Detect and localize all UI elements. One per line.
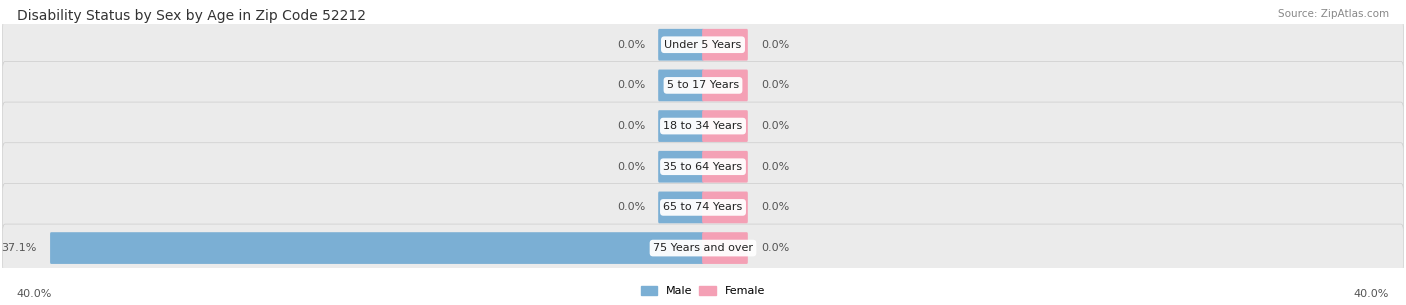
Text: 40.0%: 40.0% — [1354, 289, 1389, 299]
Text: 75 Years and over: 75 Years and over — [652, 243, 754, 253]
FancyBboxPatch shape — [702, 192, 748, 223]
FancyBboxPatch shape — [702, 70, 748, 101]
Text: 0.0%: 0.0% — [617, 162, 645, 172]
Text: 0.0%: 0.0% — [761, 121, 789, 131]
Text: 5 to 17 Years: 5 to 17 Years — [666, 81, 740, 90]
Text: 18 to 34 Years: 18 to 34 Years — [664, 121, 742, 131]
Text: 0.0%: 0.0% — [761, 203, 789, 212]
FancyBboxPatch shape — [658, 110, 704, 142]
Text: 40.0%: 40.0% — [17, 289, 52, 299]
Text: 0.0%: 0.0% — [761, 81, 789, 90]
Text: Under 5 Years: Under 5 Years — [665, 40, 741, 50]
FancyBboxPatch shape — [3, 102, 1403, 150]
FancyBboxPatch shape — [702, 29, 748, 61]
FancyBboxPatch shape — [702, 232, 748, 264]
Text: Disability Status by Sex by Age in Zip Code 52212: Disability Status by Sex by Age in Zip C… — [17, 9, 366, 23]
Text: 0.0%: 0.0% — [617, 81, 645, 90]
FancyBboxPatch shape — [3, 183, 1403, 231]
FancyBboxPatch shape — [51, 232, 704, 264]
Text: 0.0%: 0.0% — [617, 40, 645, 50]
FancyBboxPatch shape — [702, 151, 748, 183]
FancyBboxPatch shape — [3, 224, 1403, 272]
FancyBboxPatch shape — [658, 151, 704, 183]
FancyBboxPatch shape — [702, 110, 748, 142]
Text: 37.1%: 37.1% — [1, 243, 37, 253]
Text: 35 to 64 Years: 35 to 64 Years — [664, 162, 742, 172]
Text: 0.0%: 0.0% — [761, 162, 789, 172]
FancyBboxPatch shape — [3, 61, 1403, 109]
FancyBboxPatch shape — [658, 192, 704, 223]
Text: 65 to 74 Years: 65 to 74 Years — [664, 203, 742, 212]
Text: 0.0%: 0.0% — [761, 243, 789, 253]
FancyBboxPatch shape — [658, 29, 704, 61]
Text: Source: ZipAtlas.com: Source: ZipAtlas.com — [1278, 9, 1389, 19]
Legend: Male, Female: Male, Female — [641, 286, 765, 296]
Text: 0.0%: 0.0% — [761, 40, 789, 50]
FancyBboxPatch shape — [3, 21, 1403, 69]
Text: 0.0%: 0.0% — [617, 203, 645, 212]
FancyBboxPatch shape — [658, 70, 704, 101]
FancyBboxPatch shape — [3, 143, 1403, 191]
Text: 0.0%: 0.0% — [617, 121, 645, 131]
